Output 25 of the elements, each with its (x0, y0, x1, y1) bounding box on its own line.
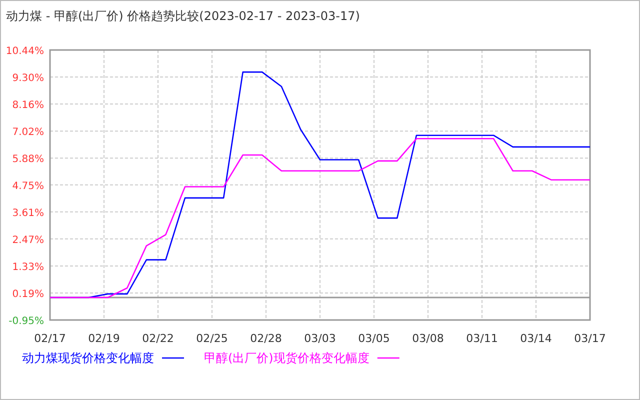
x-tick-label: 02/28 (250, 332, 282, 345)
x-tick-label: 03/11 (466, 332, 498, 345)
x-tick-label: 03/05 (358, 332, 390, 345)
y-tick-label: 7.02% (12, 127, 44, 138)
y-tick-label: 8.16% (12, 100, 44, 112)
legend-label: 甲醇(出厂价)现货价格变化幅度 (204, 351, 370, 365)
legend-label: 动力煤现货价格变化幅度 (22, 351, 154, 365)
y-tick-label: 1.33% (12, 262, 44, 273)
y-tick-label: 5.88% (12, 154, 44, 166)
y-tick-label: -0.95% (8, 316, 44, 327)
x-tick-label: 02/19 (88, 332, 120, 345)
y-tick-label: 2.47% (12, 234, 44, 246)
x-tick-label: 02/17 (34, 332, 66, 345)
y-tick-label: 3.61% (12, 208, 44, 219)
x-tick-label: 03/03 (304, 332, 336, 345)
chart-title: 动力煤 - 甲醇(出厂价) 价格趋势比较(2023-02-17 - 2023-03-17) (6, 9, 360, 23)
y-tick-label: 10.44% (6, 46, 44, 57)
y-tick-label: 4.75% (12, 180, 44, 192)
x-tick-label: 03/17 (574, 332, 606, 345)
x-tick-label: 02/22 (142, 332, 174, 345)
x-tick-label: 02/25 (196, 332, 228, 345)
x-tick-label: 03/08 (412, 332, 444, 345)
y-tick-label: 9.30% (12, 73, 44, 84)
x-tick-label: 03/14 (520, 332, 552, 345)
y-tick-label: 0.19% (12, 288, 44, 300)
